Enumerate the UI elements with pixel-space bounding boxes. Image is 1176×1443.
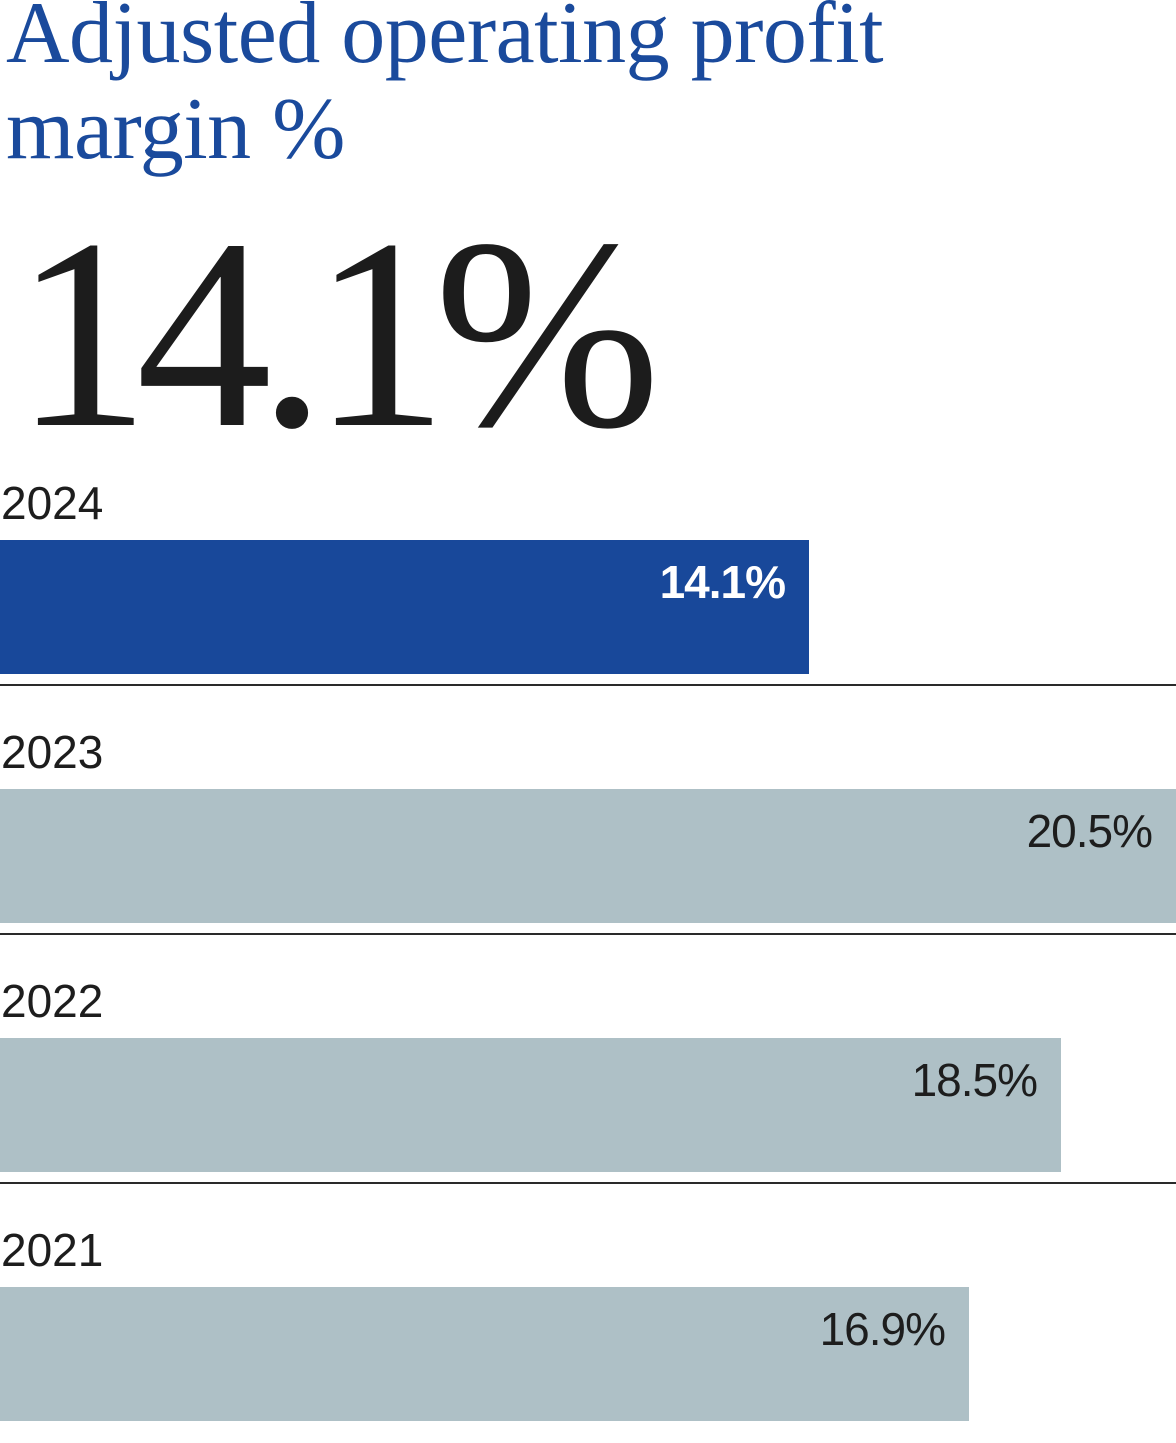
category-label: 2022 [1,975,104,1027]
bar-row-2021: 2021 16.9% [0,1222,1176,1443]
chart-title: Adjusted operating profit margin % [6,0,884,178]
category-label: 2023 [1,726,104,778]
bar: 18.5% [0,1038,1061,1172]
category-label: 2024 [1,477,104,529]
bar: 14.1% [0,540,809,674]
value-label: 18.5% [911,1054,1038,1106]
bar: 16.9% [0,1287,969,1421]
bar-row-2024: 2024 14.1% [0,475,1176,724]
row-divider [0,684,1176,686]
value-label: 14.1% [659,556,786,608]
bar-row-2022: 2022 18.5% [0,973,1176,1222]
bar: 20.5% [0,789,1176,923]
row-divider [0,933,1176,935]
bar-row-2023: 2023 20.5% [0,724,1176,973]
value-label: 16.9% [819,1303,946,1355]
value-label: 20.5% [1026,805,1153,857]
row-divider [0,1182,1176,1184]
category-label: 2021 [1,1224,104,1276]
headline-value: 14.1% [14,183,661,484]
